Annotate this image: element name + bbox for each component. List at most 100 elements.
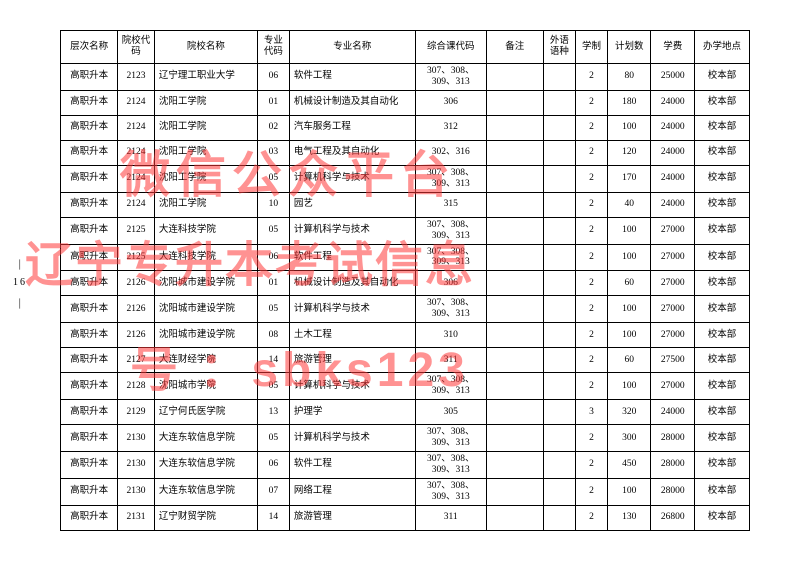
table-cell: 26800 bbox=[651, 505, 694, 530]
table-cell: 校本部 bbox=[694, 425, 749, 452]
table-cell: 60 bbox=[607, 348, 650, 373]
table-cell bbox=[543, 90, 575, 115]
table-cell: 02 bbox=[257, 115, 289, 140]
table-cell: 05 bbox=[257, 165, 289, 192]
table-cell: 机械设计制造及其自动化 bbox=[289, 90, 415, 115]
table-cell: 高职升本 bbox=[61, 478, 118, 505]
table-cell: 24000 bbox=[651, 115, 694, 140]
table-cell: 沈阳工学院 bbox=[154, 90, 257, 115]
table-cell bbox=[486, 451, 543, 478]
table-cell: 电气工程及其自动化 bbox=[289, 140, 415, 165]
table-row: 高职升本2124沈阳工学院03电气工程及其自动化302、316212024000… bbox=[61, 140, 750, 165]
table-cell: 校本部 bbox=[694, 115, 749, 140]
table-cell bbox=[543, 425, 575, 452]
table-cell: 302、316 bbox=[415, 140, 486, 165]
table-cell: 307、308、309、313 bbox=[415, 64, 486, 91]
table-header-row: 层次名称院校代码院校名称专业代码专业名称综合课代码备注外语语种学制计划数学费办学… bbox=[61, 31, 750, 64]
table-cell: 40 bbox=[607, 192, 650, 217]
table-cell bbox=[543, 217, 575, 244]
table-cell bbox=[486, 140, 543, 165]
table-cell: 辽宁理工职业大学 bbox=[154, 64, 257, 91]
table-cell: 校本部 bbox=[694, 64, 749, 91]
table-cell: 130 bbox=[607, 505, 650, 530]
table-row: 高职升本2123辽宁理工职业大学06软件工程307、308、309、313280… bbox=[61, 64, 750, 91]
table-cell bbox=[543, 400, 575, 425]
table-cell: 100 bbox=[607, 478, 650, 505]
table-cell: 05 bbox=[257, 373, 289, 400]
table-cell: 307、308、309、313 bbox=[415, 451, 486, 478]
table-cell: 3 bbox=[575, 400, 607, 425]
table-cell: 高职升本 bbox=[61, 115, 118, 140]
table-cell: 2129 bbox=[118, 400, 155, 425]
table-cell: 校本部 bbox=[694, 165, 749, 192]
table-cell: 土木工程 bbox=[289, 323, 415, 348]
table-cell: 06 bbox=[257, 64, 289, 91]
table-cell: 305 bbox=[415, 400, 486, 425]
table-cell: 2124 bbox=[118, 140, 155, 165]
table-cell: 2124 bbox=[118, 90, 155, 115]
table-row: 高职升本2130大连东软信息学院05计算机科学与技术307、308、309、31… bbox=[61, 425, 750, 452]
table-cell: 沈阳城市建设学院 bbox=[154, 271, 257, 296]
table-cell: 450 bbox=[607, 451, 650, 478]
table-cell: 汽车服务工程 bbox=[289, 115, 415, 140]
table-cell: 100 bbox=[607, 115, 650, 140]
table-row: 高职升本2126沈阳城市建设学院08土木工程310210027000校本部 bbox=[61, 323, 750, 348]
table-cell: 沈阳工学院 bbox=[154, 140, 257, 165]
table-cell: 2 bbox=[575, 505, 607, 530]
table-cell: 2123 bbox=[118, 64, 155, 91]
col-header: 外语语种 bbox=[543, 31, 575, 64]
table-cell: 307、308、309、313 bbox=[415, 244, 486, 271]
table-cell: 311 bbox=[415, 348, 486, 373]
table-cell: 2 bbox=[575, 348, 607, 373]
table-cell bbox=[486, 478, 543, 505]
table-cell bbox=[543, 451, 575, 478]
table-cell bbox=[486, 323, 543, 348]
table-cell: 120 bbox=[607, 140, 650, 165]
table-cell: 80 bbox=[607, 64, 650, 91]
table-cell bbox=[486, 373, 543, 400]
table-cell: 大连东软信息学院 bbox=[154, 478, 257, 505]
table-cell: 2124 bbox=[118, 192, 155, 217]
table-cell bbox=[543, 64, 575, 91]
table-cell: 27000 bbox=[651, 244, 694, 271]
table-cell: 高职升本 bbox=[61, 425, 118, 452]
table-cell: 校本部 bbox=[694, 271, 749, 296]
table-cell: 沈阳城市建设学院 bbox=[154, 323, 257, 348]
table-cell: 311 bbox=[415, 505, 486, 530]
table-cell: 校本部 bbox=[694, 244, 749, 271]
table-cell: 28000 bbox=[651, 425, 694, 452]
table-cell: 高职升本 bbox=[61, 373, 118, 400]
table-row: 高职升本2126沈阳城市建设学院01机械设计制造及其自动化30626027000… bbox=[61, 271, 750, 296]
table-cell: 大连东软信息学院 bbox=[154, 425, 257, 452]
table-cell bbox=[543, 244, 575, 271]
table-cell: 14 bbox=[257, 505, 289, 530]
table-cell: 180 bbox=[607, 90, 650, 115]
table-cell: 校本部 bbox=[694, 296, 749, 323]
table-row: 高职升本2128沈阳城市学院05计算机科学与技术307、308、309、3132… bbox=[61, 373, 750, 400]
table-cell bbox=[543, 348, 575, 373]
table-row: 高职升本2124沈阳工学院01机械设计制造及其自动化306218024000校本… bbox=[61, 90, 750, 115]
table-cell: 大连财经学院 bbox=[154, 348, 257, 373]
table-row: 高职升本2124沈阳工学院05计算机科学与技术307、308、309、31321… bbox=[61, 165, 750, 192]
table-cell: 05 bbox=[257, 296, 289, 323]
table-cell: 100 bbox=[607, 296, 650, 323]
table-cell: 2 bbox=[575, 244, 607, 271]
table-cell bbox=[486, 90, 543, 115]
table-cell: 2127 bbox=[118, 348, 155, 373]
table-cell: 高职升本 bbox=[61, 192, 118, 217]
table-cell: 2130 bbox=[118, 451, 155, 478]
table-cell: 2 bbox=[575, 64, 607, 91]
table-cell bbox=[543, 115, 575, 140]
col-header: 专业名称 bbox=[289, 31, 415, 64]
table-cell: 沈阳工学院 bbox=[154, 192, 257, 217]
table-cell bbox=[486, 244, 543, 271]
table-cell: 310 bbox=[415, 323, 486, 348]
table-cell: 315 bbox=[415, 192, 486, 217]
table-row: 高职升本2126沈阳城市建设学院05计算机科学与技术307、308、309、31… bbox=[61, 296, 750, 323]
table-cell bbox=[543, 192, 575, 217]
table-cell: 校本部 bbox=[694, 348, 749, 373]
table-cell: 校本部 bbox=[694, 400, 749, 425]
table-cell: 校本部 bbox=[694, 505, 749, 530]
table-cell: 高职升本 bbox=[61, 165, 118, 192]
table-cell: 2 bbox=[575, 296, 607, 323]
